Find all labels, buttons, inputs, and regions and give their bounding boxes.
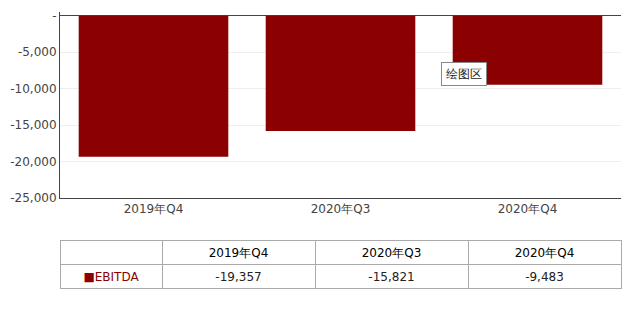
svg-text:2019年Q4: 2019年Q4	[124, 202, 184, 216]
svg-text:-25,000: -25,000	[10, 191, 56, 205]
svg-text:-10,000: -10,000	[10, 82, 56, 96]
svg-text:-15,000: -15,000	[10, 118, 56, 132]
svg-text:-5,000: -5,000	[18, 45, 57, 59]
svg-text:2020年Q4: 2020年Q4	[515, 246, 575, 260]
svg-text:■EBITDA: ■EBITDA	[83, 270, 139, 284]
svg-text:2020年Q3: 2020年Q3	[362, 246, 422, 260]
svg-text:2020年Q3: 2020年Q3	[311, 202, 371, 216]
svg-text:-20,000: -20,000	[10, 155, 56, 169]
svg-text:-9,483: -9,483	[525, 270, 564, 284]
svg-text:-15,821: -15,821	[368, 270, 414, 284]
svg-text:2020年Q4: 2020年Q4	[498, 202, 558, 216]
svg-text:2019年Q4: 2019年Q4	[209, 246, 269, 260]
svg-text:-19,357: -19,357	[215, 270, 261, 284]
svg-text:-: -	[52, 9, 56, 23]
svg-text:绘图区: 绘图区	[446, 67, 482, 81]
